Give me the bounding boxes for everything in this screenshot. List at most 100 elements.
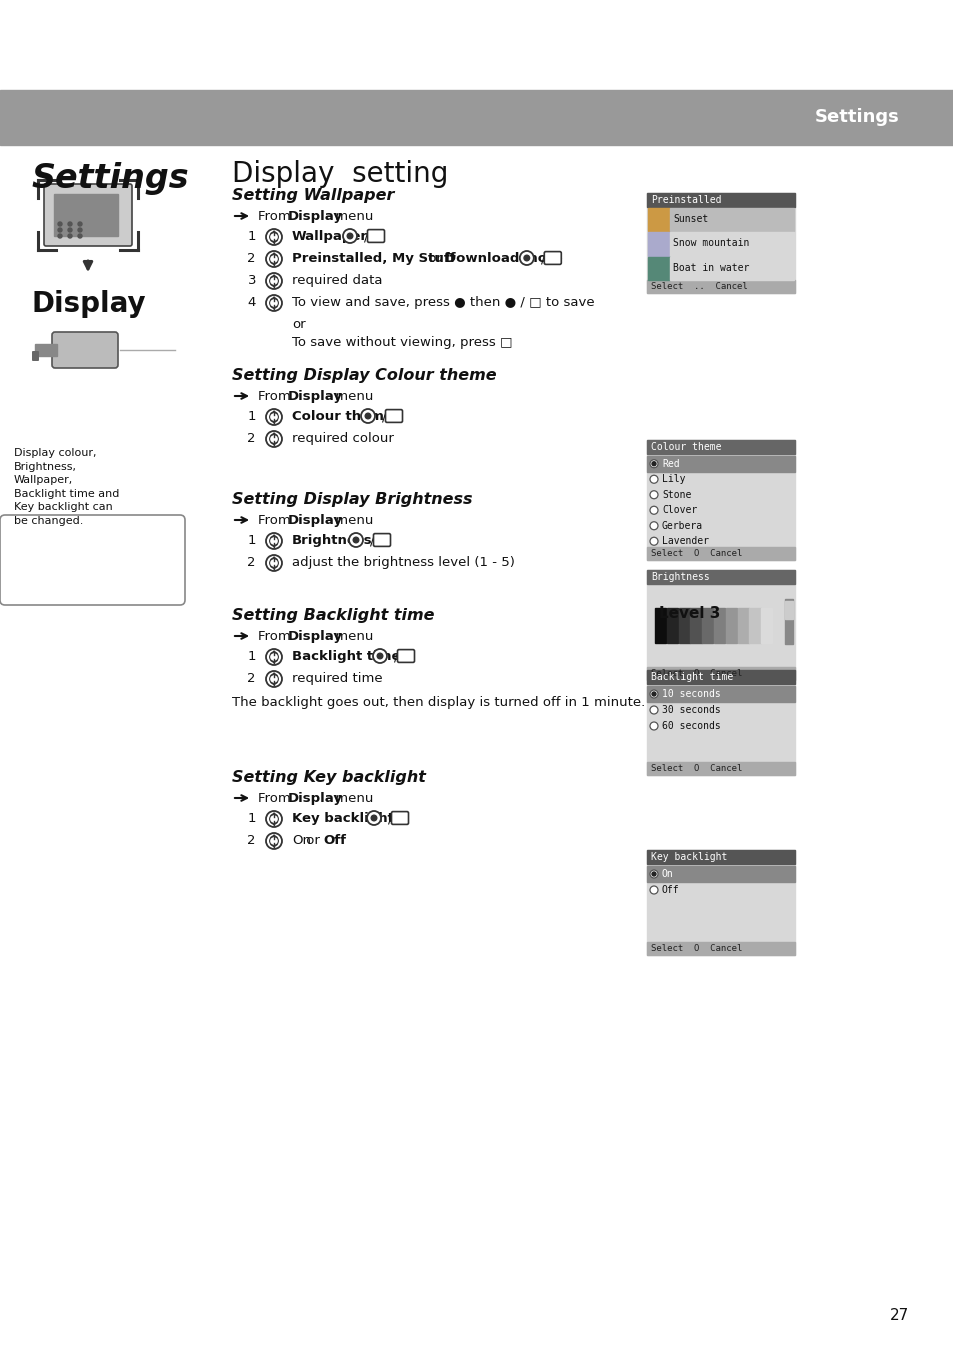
Bar: [713, 608, 724, 643]
Text: From: From: [257, 630, 294, 643]
Bar: [701, 608, 713, 643]
Text: On: On: [292, 834, 311, 847]
Circle shape: [266, 230, 282, 245]
Circle shape: [523, 255, 529, 261]
Text: Setting Display Colour theme: Setting Display Colour theme: [232, 367, 497, 382]
Circle shape: [519, 251, 534, 265]
Text: required time: required time: [292, 671, 382, 685]
Bar: [647, 257, 669, 280]
Text: 1: 1: [247, 534, 255, 547]
Text: Level 3: Level 3: [659, 607, 720, 621]
Bar: [749, 608, 760, 643]
Bar: [646, 670, 794, 684]
Text: Preinstalled: Preinstalled: [650, 195, 720, 205]
Text: Display: Display: [288, 513, 343, 527]
Text: /: /: [381, 409, 386, 423]
Text: Lily: Lily: [661, 474, 685, 484]
Text: Settings: Settings: [32, 162, 190, 195]
Circle shape: [266, 251, 282, 267]
Text: menu: menu: [331, 630, 373, 643]
Text: 2: 2: [247, 671, 255, 685]
Circle shape: [266, 273, 282, 289]
Text: Select  O  Cancel: Select O Cancel: [650, 944, 741, 952]
Bar: [646, 667, 794, 680]
Text: Backlight time: Backlight time: [650, 671, 733, 682]
Circle shape: [266, 431, 282, 447]
Text: From: From: [257, 792, 294, 805]
Text: Download more: Download more: [444, 253, 562, 265]
Circle shape: [343, 230, 356, 243]
Bar: [666, 608, 678, 643]
FancyBboxPatch shape: [374, 534, 390, 546]
Circle shape: [266, 648, 282, 665]
Text: 60 seconds: 60 seconds: [661, 721, 720, 731]
Bar: [646, 570, 794, 584]
Text: menu: menu: [331, 513, 373, 527]
Circle shape: [649, 538, 658, 546]
Circle shape: [68, 234, 71, 238]
Text: Key backlight: Key backlight: [650, 852, 726, 862]
Text: menu: menu: [331, 209, 373, 223]
Bar: [646, 570, 794, 680]
Circle shape: [266, 295, 282, 311]
Circle shape: [270, 815, 278, 823]
Bar: [655, 608, 665, 643]
Bar: [646, 457, 794, 471]
Text: Settings: Settings: [815, 108, 899, 127]
Bar: [690, 608, 701, 643]
Text: required colour: required colour: [292, 432, 394, 444]
Text: Setting Wallpaper: Setting Wallpaper: [232, 188, 394, 203]
Circle shape: [266, 534, 282, 549]
Text: From: From: [257, 513, 294, 527]
Text: 30 seconds: 30 seconds: [661, 705, 720, 715]
Bar: [646, 670, 794, 775]
Text: or: or: [423, 253, 446, 265]
Text: Display  setting: Display setting: [232, 159, 448, 188]
Text: required data: required data: [292, 274, 382, 286]
Circle shape: [649, 507, 658, 515]
FancyBboxPatch shape: [391, 812, 408, 824]
Text: Brightness: Brightness: [650, 571, 709, 582]
Bar: [646, 193, 794, 293]
Text: Setting Key backlight: Setting Key backlight: [232, 770, 425, 785]
Circle shape: [266, 811, 282, 827]
Bar: [646, 440, 794, 561]
Circle shape: [649, 490, 658, 499]
Text: Setting Display Brightness: Setting Display Brightness: [232, 492, 472, 507]
Text: Select  O  Cancel: Select O Cancel: [650, 549, 741, 558]
Text: 1: 1: [247, 409, 255, 423]
FancyBboxPatch shape: [544, 251, 560, 265]
Text: 1: 1: [247, 650, 255, 663]
Circle shape: [58, 234, 62, 238]
Circle shape: [270, 536, 278, 546]
FancyBboxPatch shape: [397, 650, 414, 662]
Circle shape: [78, 222, 82, 226]
Text: /: /: [388, 812, 392, 825]
Circle shape: [270, 653, 278, 662]
Bar: [760, 608, 772, 643]
Text: Sunset: Sunset: [672, 215, 707, 224]
Circle shape: [270, 277, 278, 285]
Text: Colour theme: Colour theme: [292, 409, 393, 423]
Text: From: From: [257, 209, 294, 223]
Text: Lavender: Lavender: [661, 536, 708, 546]
Text: Colour theme: Colour theme: [650, 442, 720, 453]
FancyBboxPatch shape: [52, 332, 118, 367]
Text: On: On: [661, 869, 673, 880]
FancyBboxPatch shape: [44, 184, 132, 246]
FancyBboxPatch shape: [385, 409, 402, 423]
Text: Display: Display: [288, 630, 343, 643]
Circle shape: [367, 811, 380, 825]
Text: Red: Red: [661, 459, 679, 469]
Bar: [0, 91, 953, 145]
Text: 3: 3: [247, 274, 255, 286]
Bar: [784, 601, 792, 619]
Bar: [669, 208, 793, 231]
Text: /: /: [370, 534, 375, 547]
Bar: [646, 850, 794, 865]
Text: 2: 2: [247, 253, 255, 265]
Bar: [669, 257, 793, 280]
Circle shape: [270, 299, 278, 308]
FancyBboxPatch shape: [0, 515, 185, 605]
Bar: [678, 608, 689, 643]
